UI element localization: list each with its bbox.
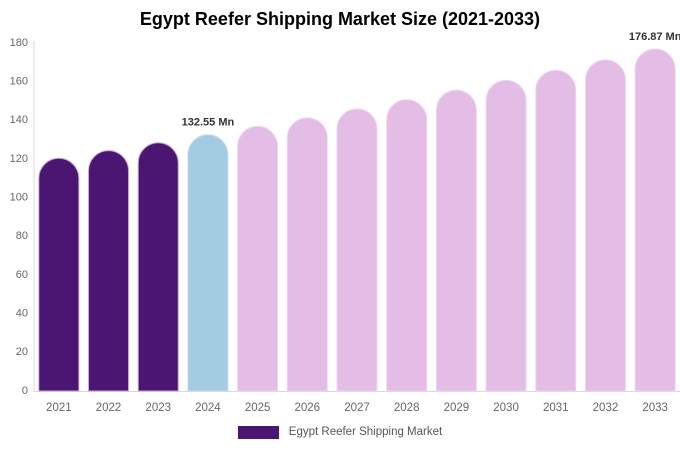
y-tick-label: 100 [10,192,28,204]
x-axis-label: 2022 [96,402,122,414]
y-tick-label: 20 [16,346,28,358]
chart-title: Egypt Reefer Shipping Market Size (2021-… [139,9,541,29]
x-axis-label: 2023 [145,402,171,414]
bar-plot: 0 20 40 60 80 100 120 140 160 180 2021 2022 2023 2024… [10,31,680,414]
y-tick-label: 180 [10,37,28,49]
x-axis-label: 2021 [46,402,72,414]
bar-2023 [137,142,179,392]
bar-2028 [386,99,428,392]
x-axis-label: 2024 [195,402,221,414]
y-tick-label: 80 [16,230,28,242]
bar-2031 [535,69,577,392]
bar-2030 [485,79,527,392]
y-tick-label: 0 [22,385,28,397]
x-axis-label: 2031 [543,402,569,414]
x-axis-label: 2026 [295,402,321,414]
bar-2029 [435,89,477,392]
x-axis-label: 2029 [444,402,470,414]
y-tick-label: 40 [16,308,28,320]
bar-2025 [237,125,279,392]
y-tick-label: 140 [10,114,28,126]
x-axis-label: 2028 [394,402,420,414]
bar-2022 [88,150,130,392]
x-axis-label: 2030 [493,402,519,414]
y-tick-label: 120 [10,153,28,165]
legend-swatch [237,425,279,439]
legend-label: Egypt Reefer Shipping Market [288,426,443,438]
x-axis-label: 2032 [593,402,619,414]
legend: Egypt Reefer Shipping Market [0,424,680,440]
bar-value-label: 132.55 Mn [182,117,235,129]
bar-2026 [286,117,328,392]
x-axis-label: 2025 [245,402,271,414]
x-axis-label: 2027 [344,402,370,414]
x-axis-label: 2033 [642,402,668,414]
bar-2021 [38,157,80,392]
y-tick-label: 160 [10,76,28,88]
bar-value-label: 176.87 Mn [629,31,680,43]
bar-2024 [187,134,229,392]
bar-2027 [336,108,378,392]
bar-2033 [634,48,676,392]
bar-2032 [584,59,626,392]
y-tick-label: 60 [16,269,28,281]
